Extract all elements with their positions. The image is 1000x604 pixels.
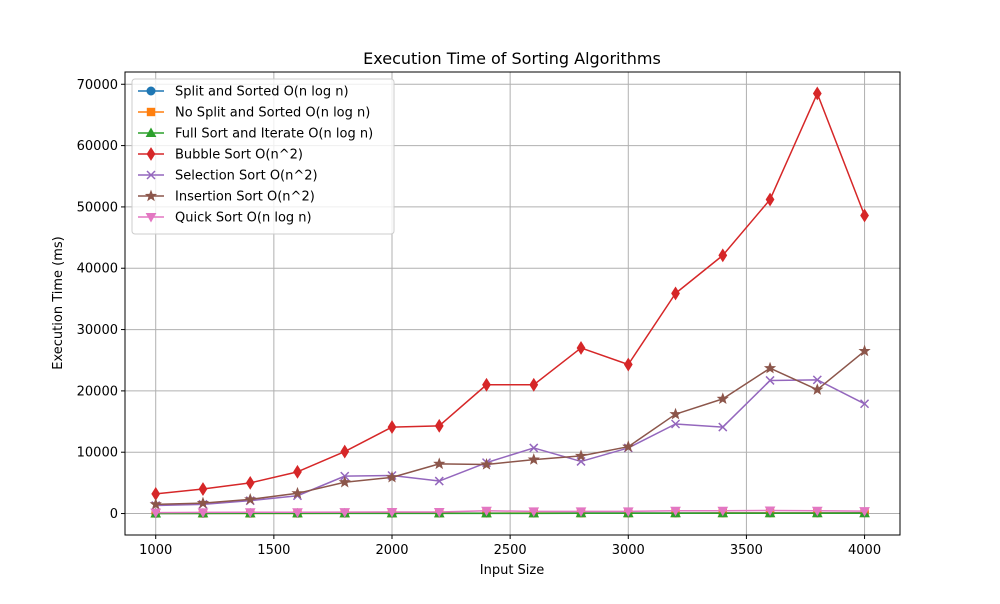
legend-label: Full Sort and Iterate O(n log n) <box>175 127 373 142</box>
chart-title: Execution Time of Sorting Algorithms <box>363 49 661 68</box>
legend-label: Selection Sort O(n^2) <box>175 169 318 184</box>
x-axis-label: Input Size <box>480 563 544 578</box>
legend-label: No Split and Sorted O(n log n) <box>175 106 370 121</box>
legend-label: Insertion Sort O(n^2) <box>175 190 315 205</box>
legend-label: Quick Sort O(n log n) <box>175 211 312 226</box>
y-tick-label: 70000 <box>77 78 118 93</box>
y-axis-label: Execution Time (ms) <box>51 236 66 369</box>
y-tick-label: 40000 <box>77 262 118 277</box>
x-tick-label: 4000 <box>848 543 881 558</box>
legend-label: Bubble Sort O(n^2) <box>175 148 303 163</box>
legend-label: Split and Sorted O(n log n) <box>175 85 349 100</box>
y-tick-label: 20000 <box>77 384 118 399</box>
legend-marker <box>147 87 155 95</box>
x-tick-label: 2500 <box>494 543 527 558</box>
y-tick-label: 60000 <box>77 139 118 154</box>
legend-marker <box>147 108 154 115</box>
x-tick-label: 2000 <box>375 543 408 558</box>
x-tick-label: 3500 <box>730 543 763 558</box>
y-tick-label: 0 <box>110 507 118 522</box>
y-tick-label: 30000 <box>77 323 118 338</box>
x-tick-label: 1500 <box>257 543 290 558</box>
y-tick-label: 10000 <box>77 446 118 461</box>
x-tick-label: 3000 <box>612 543 645 558</box>
x-tick-label: 1000 <box>139 543 172 558</box>
legend: Split and Sorted O(n log n) No Split and … <box>132 79 394 234</box>
y-tick-label: 50000 <box>77 200 118 215</box>
